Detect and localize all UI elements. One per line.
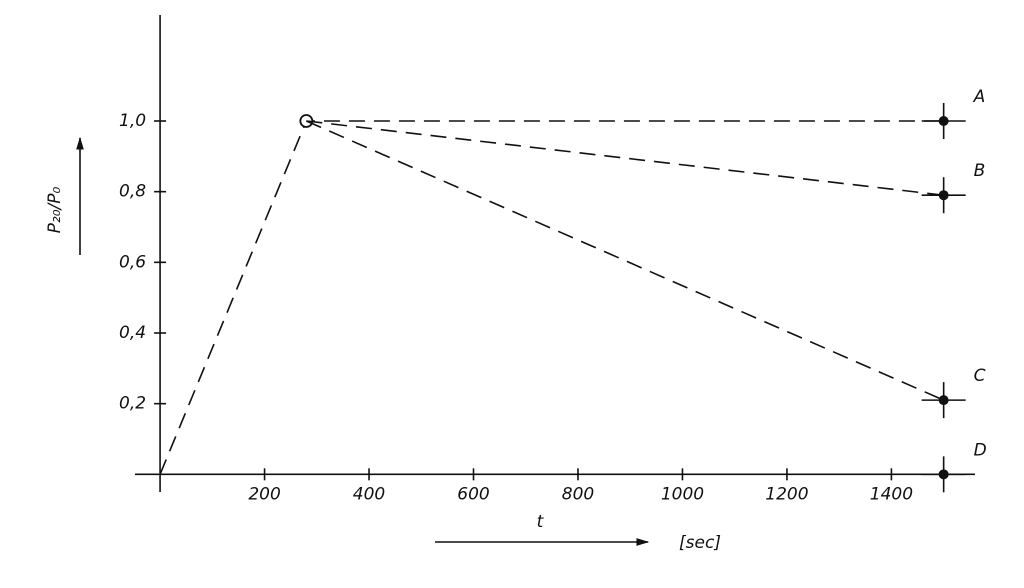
x-tick-label: 800 — [562, 484, 594, 504]
x-tick-label: 400 — [353, 484, 385, 504]
end-point — [938, 116, 949, 126]
y-tick-label: 0,2 — [119, 394, 146, 414]
x-tick-label: 1200 — [765, 484, 808, 504]
x-axis-unit: [sec] — [679, 533, 721, 553]
series-label: A — [973, 87, 986, 107]
y-tick-label: 0,6 — [119, 252, 146, 272]
series-line — [306, 120, 944, 401]
series-label: D — [974, 440, 987, 460]
x-tick-label: 1000 — [661, 484, 704, 504]
series-label: C — [974, 366, 986, 386]
end-point — [938, 190, 949, 201]
end-point — [938, 469, 949, 480]
x-tick-label: 200 — [248, 484, 280, 504]
series-label: B — [974, 161, 986, 181]
x-tick-label: 600 — [457, 484, 489, 504]
y-tick-label: 1,0 — [119, 111, 146, 131]
y-axis-label: P₂₀/P₀ — [45, 186, 65, 233]
x-axis-label: t — [537, 512, 545, 532]
y-tick-label: 0,8 — [119, 182, 146, 202]
end-point — [938, 395, 949, 406]
x-tick-label: 1400 — [870, 484, 913, 504]
y-tick-label: 0,4 — [119, 323, 146, 343]
series-line — [306, 120, 944, 196]
series-line — [159, 120, 944, 475]
